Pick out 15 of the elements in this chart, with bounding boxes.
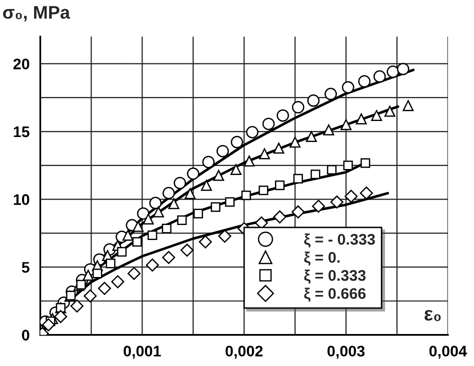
legend-label: ξ = 0.666 — [304, 288, 366, 302]
x-tick-label: 0,003 — [328, 346, 365, 359]
y-tick-label: 5 — [22, 262, 30, 273]
legend-label: ξ = - 0.333 — [304, 234, 375, 248]
y-tick-label: 20 — [13, 58, 30, 70]
legend-label: ξ = 0.333 — [304, 270, 366, 284]
legend-label: ξ = 0. — [304, 252, 340, 266]
x-axis-title: ε₀ — [424, 310, 441, 322]
y-tick-label: 10 — [14, 194, 30, 205]
y-tick-label: 15 — [14, 126, 30, 138]
x-tick-label: 0,004 — [429, 346, 467, 359]
x-tick-label: 0,002 — [226, 346, 263, 359]
y-axis-title: σ₀, MPa — [3, 6, 70, 22]
x-tick-label: 0,001 — [124, 346, 161, 359]
y-tick-label: 0 — [22, 330, 30, 341]
